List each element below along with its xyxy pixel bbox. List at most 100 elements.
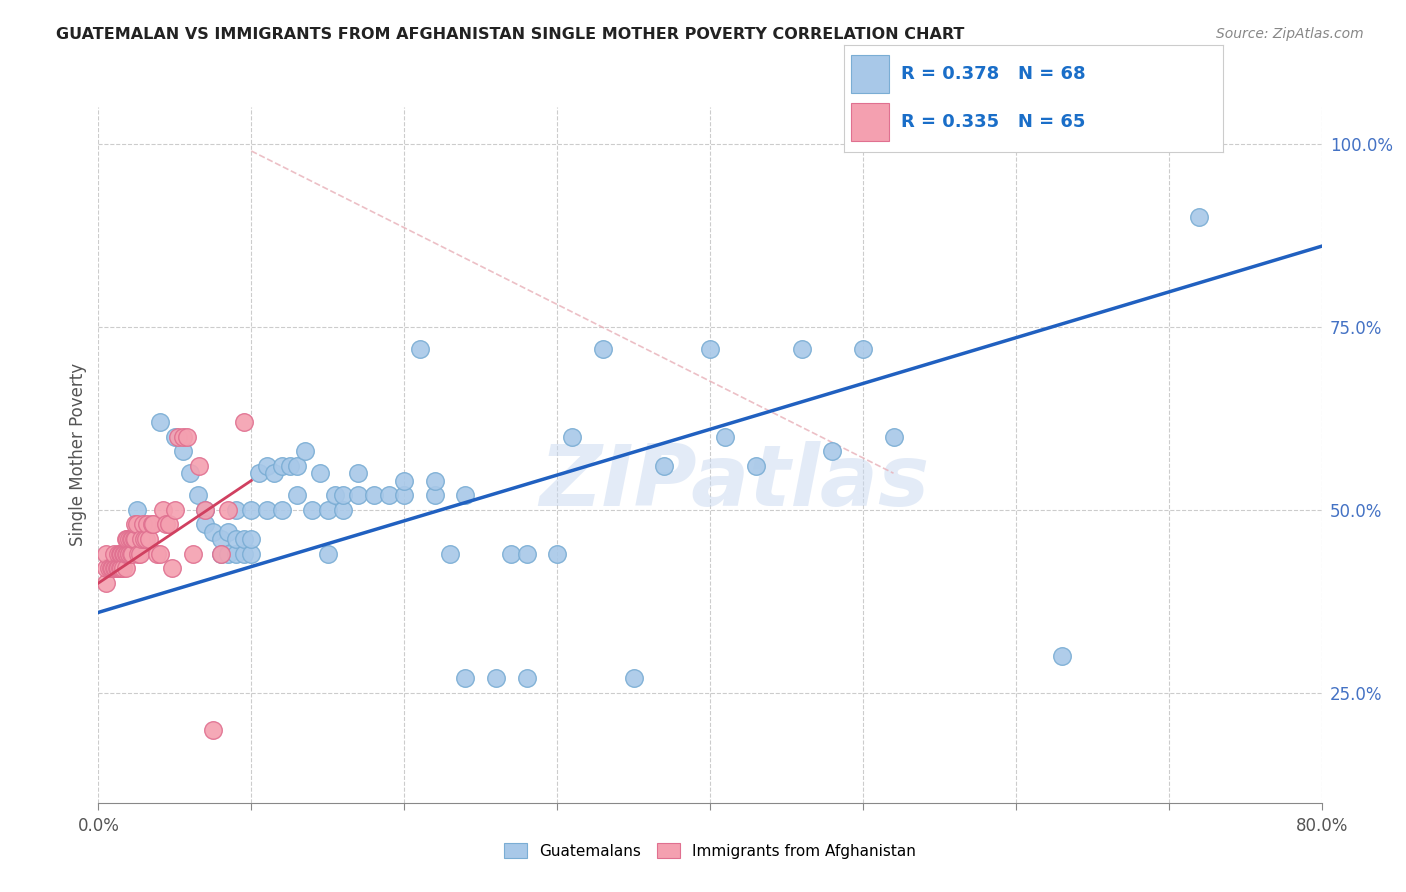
Point <box>110 547 132 561</box>
Point <box>516 547 538 561</box>
Point <box>121 532 143 546</box>
Point <box>121 547 143 561</box>
Point <box>94 561 117 575</box>
Point <box>294 444 316 458</box>
Point <box>439 547 461 561</box>
Point <box>217 547 239 561</box>
Point <box>115 561 138 575</box>
Point <box>129 532 152 546</box>
Point <box>501 547 523 561</box>
Point <box>454 488 477 502</box>
Point <box>316 547 339 561</box>
Point <box>136 517 159 532</box>
Point <box>232 532 254 546</box>
Point <box>209 532 232 546</box>
FancyBboxPatch shape <box>851 55 889 93</box>
Point <box>1188 210 1211 224</box>
Point <box>107 561 129 575</box>
Point <box>145 547 167 561</box>
Point <box>332 488 354 502</box>
Point <box>172 429 194 443</box>
Point <box>125 503 148 517</box>
Point <box>179 467 201 481</box>
Point <box>118 547 141 561</box>
Point <box>301 503 323 517</box>
Point <box>142 517 165 532</box>
Point <box>745 458 768 473</box>
Point <box>232 547 254 561</box>
Point <box>124 532 146 546</box>
Point <box>309 467 332 481</box>
Point <box>122 532 145 546</box>
Point <box>256 458 278 473</box>
Point <box>378 488 401 502</box>
Point <box>110 561 132 575</box>
Point <box>118 547 141 561</box>
Text: R = 0.335   N = 65: R = 0.335 N = 65 <box>901 112 1085 130</box>
Point <box>883 429 905 443</box>
Point <box>167 429 190 443</box>
Point <box>821 444 844 458</box>
Point <box>152 503 174 517</box>
Point <box>423 474 446 488</box>
Point <box>194 517 217 532</box>
Point <box>135 532 157 546</box>
Point <box>209 547 232 561</box>
Point <box>209 547 232 561</box>
Point <box>172 444 194 458</box>
Point <box>94 576 117 591</box>
Point <box>176 429 198 443</box>
Point <box>110 547 132 561</box>
Point <box>117 547 139 561</box>
Point <box>225 532 247 546</box>
Point <box>115 532 138 546</box>
Point <box>270 458 292 473</box>
Point <box>561 429 583 443</box>
Point <box>128 547 150 561</box>
Point <box>454 671 477 685</box>
Point <box>100 561 122 575</box>
Point <box>217 524 239 539</box>
Point <box>108 561 131 575</box>
Point <box>592 342 614 356</box>
Point <box>118 532 141 546</box>
Point <box>103 547 125 561</box>
Point <box>187 488 209 502</box>
Point <box>1050 649 1073 664</box>
Point <box>240 532 263 546</box>
Point <box>278 458 301 473</box>
Point <box>94 547 117 561</box>
Point <box>115 547 138 561</box>
Point <box>104 561 127 575</box>
Point <box>408 342 430 356</box>
Point <box>347 467 370 481</box>
Point <box>138 532 160 546</box>
Point <box>149 547 172 561</box>
Point <box>247 467 270 481</box>
Point <box>202 524 225 539</box>
Point <box>111 561 134 575</box>
Legend: Guatemalans, Immigrants from Afghanistan: Guatemalans, Immigrants from Afghanistan <box>498 837 922 864</box>
Point <box>157 517 180 532</box>
Point <box>112 547 135 561</box>
Point <box>325 488 347 502</box>
Point <box>240 547 263 561</box>
Point <box>332 503 354 517</box>
Y-axis label: Single Mother Poverty: Single Mother Poverty <box>69 363 87 547</box>
Point <box>232 415 254 429</box>
Point <box>155 517 177 532</box>
Point <box>108 547 131 561</box>
Point <box>160 561 183 575</box>
Point <box>790 342 813 356</box>
Point <box>652 458 675 473</box>
Point <box>132 517 155 532</box>
Point <box>240 503 263 517</box>
Point <box>163 503 186 517</box>
Point <box>125 517 148 532</box>
Point <box>107 561 129 575</box>
Point <box>163 429 186 443</box>
Point <box>181 547 204 561</box>
Text: R = 0.378   N = 68: R = 0.378 N = 68 <box>901 64 1085 82</box>
Point <box>623 671 645 685</box>
Point <box>285 488 308 502</box>
